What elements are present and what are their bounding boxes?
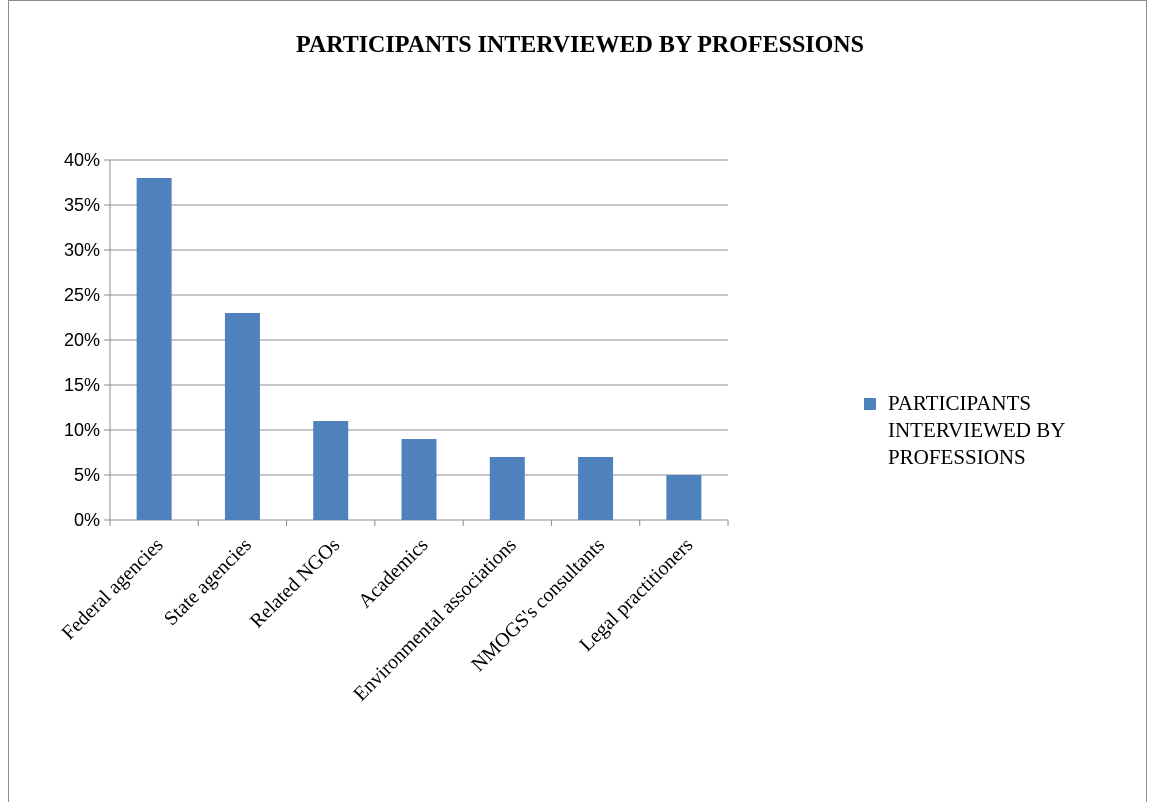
bar (401, 439, 437, 520)
x-category-label: Related NGOs (246, 534, 345, 633)
y-tick-label: 35% (64, 195, 100, 215)
x-category-label: State agencies (160, 534, 256, 630)
bar (489, 457, 525, 520)
y-tick-label: 0% (74, 510, 100, 530)
y-tick-label: 25% (64, 285, 100, 305)
bar (313, 421, 349, 520)
y-tick-label: 15% (64, 375, 100, 395)
y-tick-label: 40% (64, 150, 100, 170)
bar (224, 313, 260, 520)
chart-title: PARTICIPANTS INTERVIEWED BY PROFESSIONS (296, 32, 864, 58)
y-tick-label: 30% (64, 240, 100, 260)
bar (666, 475, 702, 520)
bar (136, 178, 172, 520)
x-category-label: Academics (354, 534, 433, 613)
legend-label: PARTICIPANTS INTERVIEWED BY PROFESSIONS (888, 391, 1065, 469)
x-category-label: Federal agencies (57, 534, 167, 644)
chart-frame (8, 0, 1147, 802)
legend-swatch (864, 398, 876, 410)
x-category-label: Environmental associations (349, 534, 521, 706)
y-tick-label: 10% (64, 420, 100, 440)
y-tick-label: 5% (74, 465, 100, 485)
y-tick-label: 20% (64, 330, 100, 350)
bar (578, 457, 614, 520)
